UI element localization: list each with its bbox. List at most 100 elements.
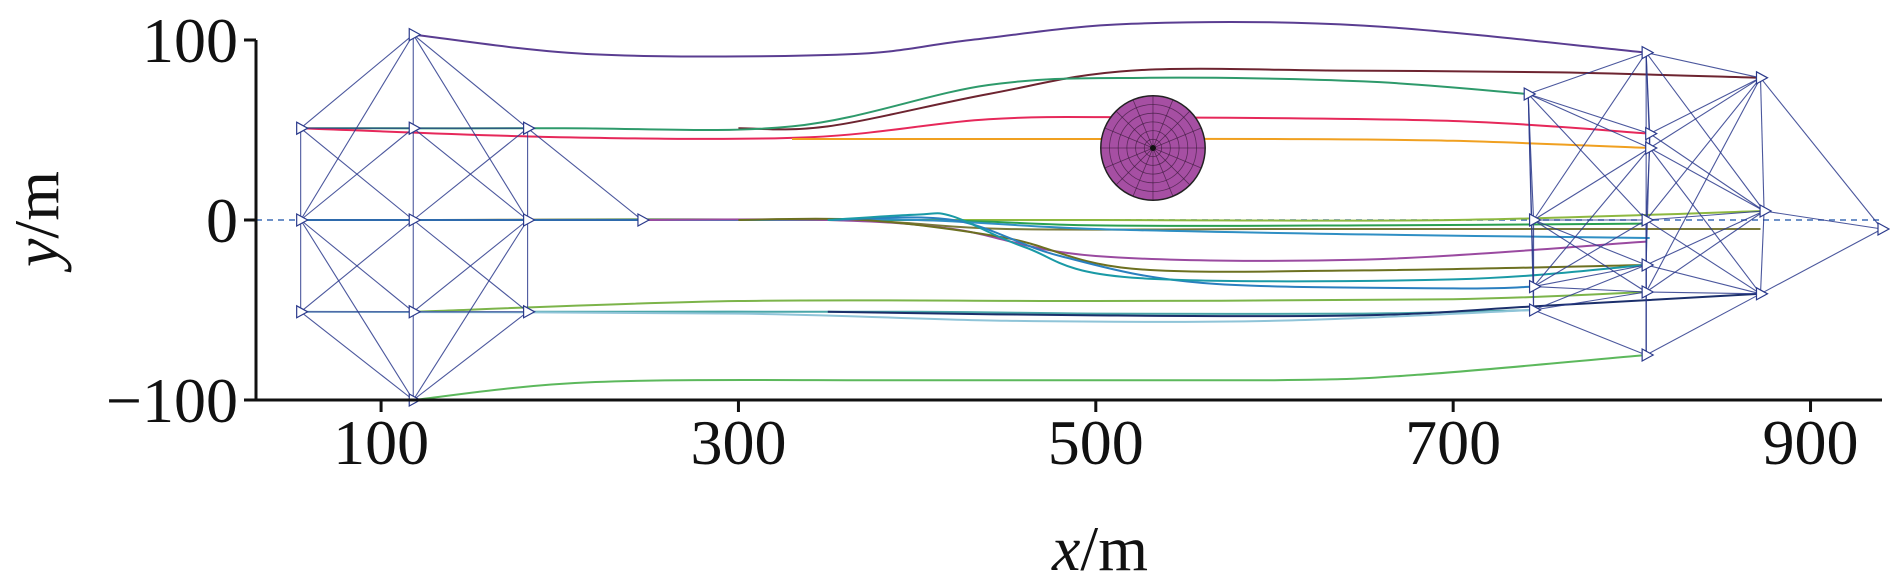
obstacle-meridian xyxy=(1132,147,1154,197)
end-formation-node-marker xyxy=(1759,203,1773,219)
start-formation-node-marker xyxy=(296,212,309,228)
start-formation-edge xyxy=(527,127,643,221)
start-formation-edge xyxy=(412,34,528,129)
y-tick-label: 100 xyxy=(142,5,238,76)
trajectory-line-16 xyxy=(827,292,1761,318)
end-formation-node-marker xyxy=(1641,257,1655,273)
x-tick-label: 500 xyxy=(1048,407,1144,478)
trajectory-line-1 xyxy=(413,20,1647,58)
start-formation-edge xyxy=(412,311,528,401)
end-formation-edge xyxy=(1763,210,1883,230)
end-formation-node-marker xyxy=(1641,45,1655,60)
end-formation-edge xyxy=(1645,52,1765,212)
end-formation-edge xyxy=(1759,210,1765,294)
end-formation-edge xyxy=(1649,77,1761,149)
end-formation-edge xyxy=(1528,93,1650,135)
y-axis-label: y/m xyxy=(1,171,72,273)
end-formation-edge xyxy=(1649,77,1761,135)
start-formation-edge xyxy=(412,219,529,401)
x-tick-label: 100 xyxy=(333,407,429,478)
obstacle-sphere xyxy=(1100,95,1206,201)
axes xyxy=(244,38,1882,412)
start-formation-edge xyxy=(300,127,414,221)
obstacle-meridian xyxy=(1104,127,1154,149)
end-formation-edge xyxy=(1527,93,1647,221)
obstacle-meridian xyxy=(1152,147,1174,197)
obstacle-meridian xyxy=(1152,99,1174,149)
end-formation-edge xyxy=(1649,133,1765,212)
end-formation-edge xyxy=(1533,219,1647,266)
x-axis-label: x/m xyxy=(1051,513,1148,578)
trajectory-line-4 xyxy=(300,115,1650,140)
end-formation-edge xyxy=(1646,291,1761,295)
x-tick-label: 700 xyxy=(1405,407,1501,478)
start-formation-node-marker xyxy=(408,304,422,319)
end-formation-edge xyxy=(1645,219,1761,295)
end-formation-edge xyxy=(1527,93,1535,311)
end-formation-node-marker xyxy=(1528,279,1542,294)
end-formation-edge xyxy=(1649,147,1761,295)
start-formation-node-marker xyxy=(522,304,536,319)
trajectory-line-3 xyxy=(300,76,1529,132)
obstacle-meridian xyxy=(1152,127,1202,149)
obstacle-meridian xyxy=(1115,147,1154,186)
plot-area xyxy=(256,20,1890,408)
trajectory-line-11 xyxy=(738,217,1647,273)
trajectory-line-18 xyxy=(413,354,1647,401)
end-formation-edge xyxy=(1533,219,1647,293)
end-formation-edge xyxy=(1759,77,1765,212)
obstacle-meridian xyxy=(1104,147,1154,169)
end-formation-edge xyxy=(1645,77,1761,221)
trajectory-line-12 xyxy=(827,216,1534,290)
end-formation-node-marker xyxy=(1877,221,1890,237)
end-formation-edge xyxy=(1533,147,1651,287)
start-formation-node-marker xyxy=(637,212,651,228)
obstacle-meridian xyxy=(1132,99,1154,149)
trajectory-line-17 xyxy=(300,309,1534,323)
trajectory-line-2 xyxy=(738,67,1761,131)
end-formation-edge xyxy=(1527,93,1650,149)
end-formation-edge xyxy=(1645,133,1651,266)
start-formation-node-marker xyxy=(522,212,536,228)
end-formation-edge xyxy=(1646,264,1761,295)
start-formation-edge xyxy=(300,311,414,401)
start-formation-node-marker xyxy=(296,304,309,319)
end-formation-edge xyxy=(1533,264,1647,311)
x-tick-label: 300 xyxy=(690,407,786,478)
obstacle-center xyxy=(1149,145,1156,151)
end-formation-node-marker xyxy=(1528,302,1542,318)
tick-labels: 100 300 500 700 900 −100 0 100 xyxy=(106,5,1859,478)
obstacle-meridian xyxy=(1152,147,1191,186)
x-tick-label: 900 xyxy=(1763,407,1859,478)
end-formation-node-marker xyxy=(1641,212,1655,228)
start-formation-node-marker xyxy=(408,27,422,42)
end-formation-edge xyxy=(1645,293,1761,356)
end-formation-node-marker xyxy=(1641,284,1655,300)
end-formation-node-marker xyxy=(1755,70,1769,85)
start-formation-node-marker xyxy=(408,121,422,136)
end-formation-edge xyxy=(1533,309,1647,356)
end-formation-edge xyxy=(1649,147,1765,212)
start-formation-edge xyxy=(412,127,528,221)
end-formation-node-marker xyxy=(1645,140,1658,156)
end-formation-edge xyxy=(1533,291,1647,311)
y-tick-label: −100 xyxy=(106,365,238,436)
trajectory-line-5 xyxy=(792,137,1650,149)
end-formation-node-marker xyxy=(1755,286,1769,301)
end-formation-edge xyxy=(1646,52,1761,79)
end-formation-edge xyxy=(1528,52,1647,95)
end-formation-node-marker xyxy=(1645,126,1658,141)
trajectory-line-14 xyxy=(413,291,1647,313)
end-formation-edge xyxy=(1533,52,1647,221)
end-formation-edge xyxy=(1533,286,1647,293)
start-formation-edge xyxy=(412,219,528,313)
trajectory-line-13 xyxy=(827,212,1647,283)
end-formation-node-marker xyxy=(1528,212,1542,228)
end-formation-edge xyxy=(1760,228,1883,295)
start-formation-edge xyxy=(300,219,414,401)
y-tick-label: 0 xyxy=(206,185,238,256)
start-formation-edge xyxy=(300,34,414,129)
end-formation-edge xyxy=(1760,77,1883,230)
end-formation-edge xyxy=(1646,210,1765,221)
